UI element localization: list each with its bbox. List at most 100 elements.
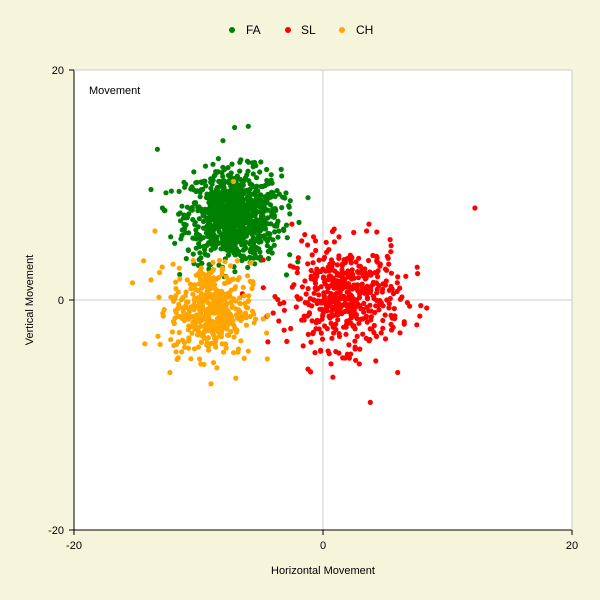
scatter-point-sl xyxy=(312,350,318,356)
scatter-point-fa xyxy=(250,164,256,170)
scatter-point-sl xyxy=(313,326,319,332)
scatter-point-sl xyxy=(326,247,332,253)
scatter-point-sl xyxy=(330,275,336,281)
scatter-point-ch xyxy=(223,304,229,311)
scatter-point-fa xyxy=(279,173,285,179)
legend-label-sl: SL xyxy=(301,23,316,37)
scatter-point-fa xyxy=(231,250,237,256)
scatter-point-sl xyxy=(301,317,307,323)
scatter-point-sl xyxy=(356,361,362,367)
scatter-point-ch xyxy=(216,257,222,264)
scatter-point-ch xyxy=(190,291,196,297)
scatter-point-fa xyxy=(235,234,241,240)
scatter-point-sl xyxy=(380,317,386,324)
scatter-point-sl xyxy=(364,294,370,301)
scatter-point-fa xyxy=(181,221,187,227)
y-axis-title: Vertical Movement xyxy=(24,255,36,345)
scatter-point-fa xyxy=(232,216,238,223)
scatter-point-ch xyxy=(223,274,229,280)
scatter-point-sl xyxy=(349,267,355,273)
scatter-point-fa xyxy=(202,163,209,169)
scatter-point-sl xyxy=(371,295,377,302)
scatter-point-ch xyxy=(219,267,225,273)
scatter-point-sl xyxy=(348,285,354,291)
scatter-point-fa xyxy=(276,228,282,234)
scatter-point-sl xyxy=(356,320,362,326)
scatter-point-ch xyxy=(197,275,203,281)
scatter-point-sl xyxy=(357,303,363,309)
scatter-point-ch xyxy=(169,329,175,335)
scatter-point-ch xyxy=(243,322,249,328)
scatter-point-sl xyxy=(397,330,403,336)
scatter-point-sl xyxy=(472,205,478,211)
scatter-point-sl xyxy=(306,302,312,308)
scatter-point-sl xyxy=(356,255,362,261)
scatter-point-sl xyxy=(328,295,334,301)
scatter-point-sl xyxy=(317,306,323,312)
scatter-point-sl xyxy=(352,344,358,350)
scatter-point-sl xyxy=(276,318,282,324)
scatter-point-ch xyxy=(160,310,166,316)
scatter-point-fa xyxy=(181,179,187,185)
scatter-point-sl xyxy=(346,302,352,308)
scatter-point-fa xyxy=(214,184,220,191)
scatter-point-ch xyxy=(190,257,196,264)
scatter-point-fa xyxy=(258,197,264,203)
scatter-point-sl xyxy=(360,306,366,312)
scatter-point-fa xyxy=(177,271,183,278)
scatter-point-sl xyxy=(284,338,290,344)
scatter-point-ch xyxy=(168,294,174,300)
scatter-point-fa xyxy=(287,252,293,258)
scatter-point-fa xyxy=(215,194,221,200)
legend-item-sl[interactable]: SL xyxy=(285,23,316,37)
scatter-point-sl xyxy=(324,289,330,295)
scatter-point-ch xyxy=(173,279,179,285)
scatter-point-fa xyxy=(264,181,270,187)
scatter-point-ch xyxy=(209,322,215,328)
scatter-point-ch xyxy=(204,342,210,348)
scatter-point-ch xyxy=(182,344,188,350)
scatter-point-sl xyxy=(289,221,295,227)
scatter-point-fa xyxy=(220,189,226,195)
scatter-point-fa xyxy=(148,186,154,193)
scatter-point-ch xyxy=(233,375,239,381)
legend-item-ch[interactable]: CH xyxy=(339,23,373,37)
scatter-point-ch xyxy=(188,356,194,362)
scatter-point-fa xyxy=(179,227,185,233)
scatter-point-sl xyxy=(308,267,314,274)
scatter-point-ch xyxy=(210,360,217,366)
scatter-point-fa xyxy=(258,226,264,232)
scatter-point-sl xyxy=(375,274,381,280)
scatter-point-ch xyxy=(189,314,195,320)
scatter-point-sl xyxy=(351,229,357,236)
scatter-point-sl xyxy=(380,286,386,292)
scatter-point-ch xyxy=(246,293,252,299)
scatter-point-ch xyxy=(201,306,207,312)
scatter-point-sl xyxy=(305,331,311,337)
legend-item-fa[interactable]: FA xyxy=(229,23,261,37)
scatter-point-ch xyxy=(214,365,220,371)
scatter-point-ch xyxy=(223,280,229,286)
scatter-point-ch xyxy=(264,356,270,362)
scatter-point-sl xyxy=(387,295,393,302)
scatter-point-sl xyxy=(397,285,403,291)
scatter-point-sl xyxy=(334,305,340,311)
scatter-point-ch xyxy=(242,310,249,316)
scatter-point-sl xyxy=(309,318,315,324)
scatter-point-fa xyxy=(221,178,227,184)
scatter-point-ch xyxy=(192,319,198,325)
scatter-point-ch xyxy=(198,311,204,317)
scatter-point-sl xyxy=(270,310,276,316)
scatter-point-ch xyxy=(168,337,174,343)
scatter-point-sl xyxy=(329,313,335,319)
scatter-point-ch xyxy=(173,349,179,355)
scatter-point-sl xyxy=(388,249,394,255)
scatter-point-ch xyxy=(176,329,182,336)
scatter-point-fa xyxy=(245,264,251,271)
scatter-point-sl xyxy=(305,261,311,267)
scatter-point-ch xyxy=(199,292,206,298)
scatter-point-ch xyxy=(241,293,247,299)
scatter-point-ch xyxy=(199,285,205,291)
scatter-point-sl xyxy=(287,263,293,269)
